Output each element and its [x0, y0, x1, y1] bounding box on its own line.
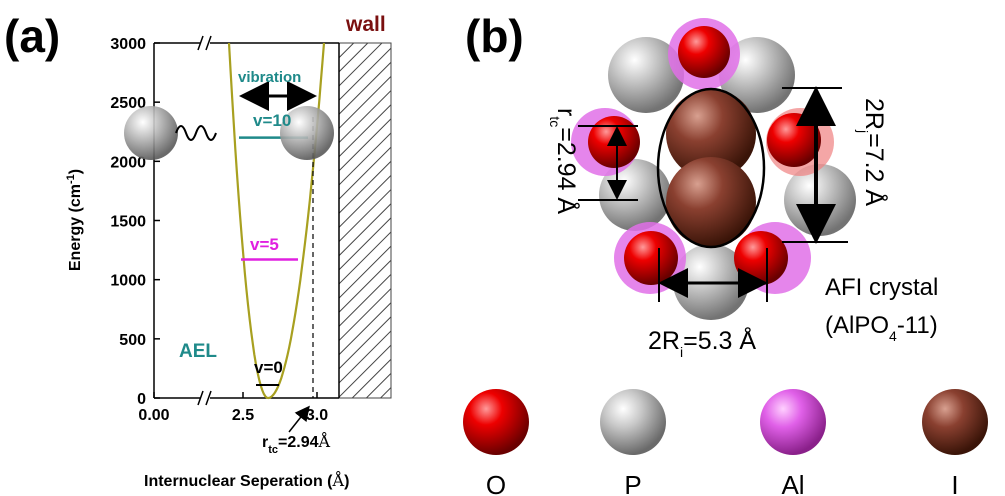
spring-icon: [176, 126, 216, 140]
atom-legend: O P Al I: [463, 389, 988, 496]
panel-a-label: (a): [4, 10, 60, 62]
legend-label-p: P: [624, 470, 641, 496]
rj-dimension-label: 2Rj=7.2 Å: [855, 98, 890, 206]
y-tick-label: 1000: [110, 273, 146, 290]
legend-swatch-o: [463, 389, 529, 455]
vibration-label: vibration: [238, 69, 301, 86]
crystal-formula-label: (AlPO4-11): [825, 312, 938, 344]
crystal-structure: [571, 18, 856, 320]
v10-label: v=10: [253, 111, 291, 130]
legend-label-i: I: [951, 470, 958, 496]
y-tick-label: 1500: [110, 214, 146, 231]
x-tick-label: 0.00: [138, 407, 169, 424]
atom-o: [678, 26, 730, 78]
ri-dimension-label: 2Ri=5.3 Å: [648, 325, 756, 360]
x-tick-label: 3.0: [306, 407, 328, 424]
x-axis-title: Internuclear Seperation (Å): [144, 470, 349, 490]
wall-label: wall: [345, 13, 386, 36]
y-tick-label: 500: [119, 332, 146, 349]
wall-hatch: [339, 43, 391, 398]
legend-swatch-p: [600, 389, 666, 455]
v5-label: v=5: [250, 235, 279, 254]
legend-swatch-i: [922, 389, 988, 455]
panel-b-label: (b): [465, 10, 524, 62]
crystal-name-label: AFI crystal: [825, 274, 938, 301]
legend-label-al: Al: [781, 470, 804, 496]
molecule-atom-left: [124, 106, 178, 160]
diatomic-molecule: [124, 106, 334, 160]
y-axis-title: Energy (cm-1): [65, 169, 84, 271]
legend-swatch-al: [760, 389, 826, 455]
material-label: AEL: [179, 341, 217, 362]
y-tick-label: 3000: [110, 36, 146, 53]
rtc-label: rtc=2.94Å: [262, 431, 331, 456]
x-tick-label: 2.5: [232, 407, 254, 424]
y-tick-label: 0: [137, 391, 146, 408]
legend-label-o: O: [486, 470, 506, 496]
v0-label: v=0: [254, 358, 283, 377]
